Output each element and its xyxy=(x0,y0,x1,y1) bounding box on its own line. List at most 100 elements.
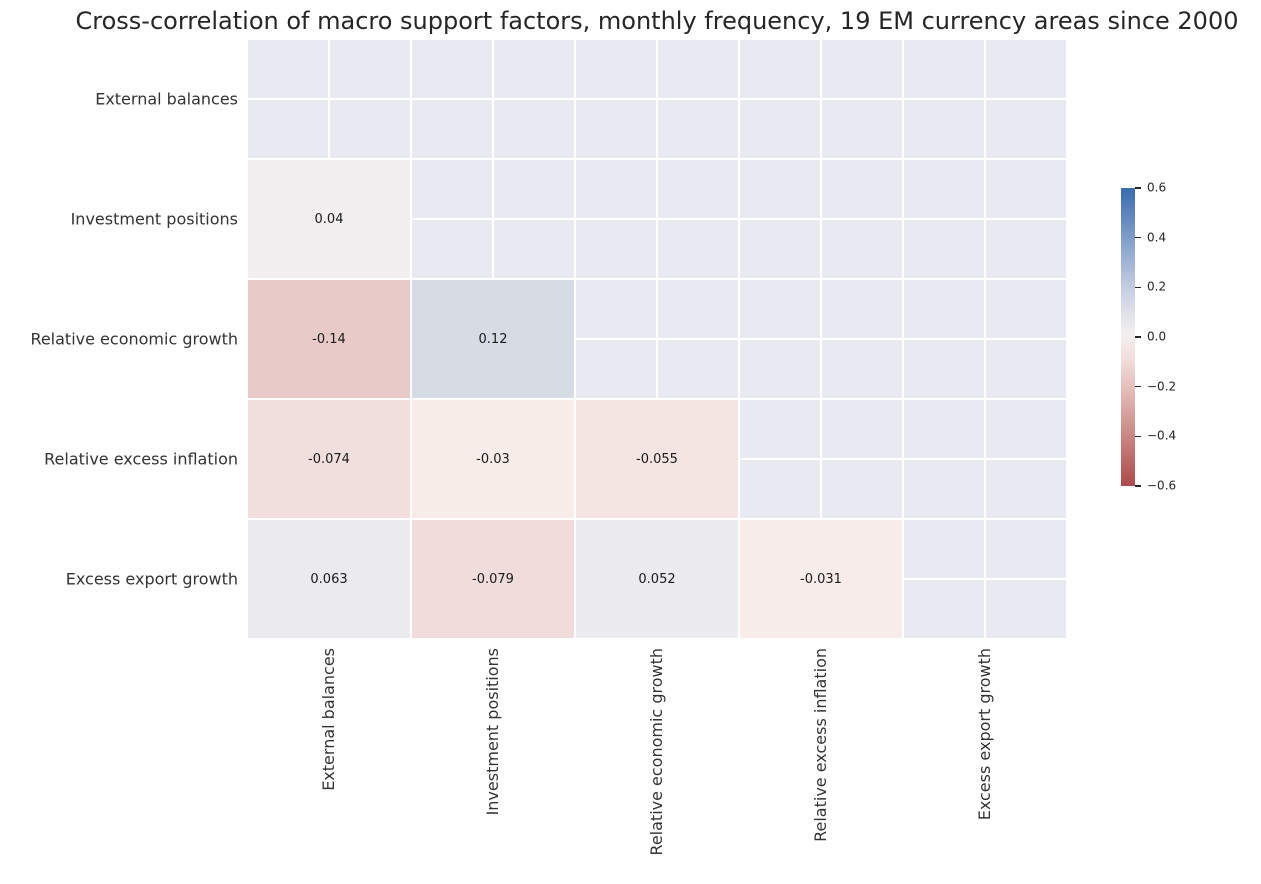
masked-cell-quadrant xyxy=(494,40,574,98)
colorbar-tick-mark xyxy=(1135,435,1141,438)
masked-cell-quadrant xyxy=(822,100,902,158)
masked-cell-quadrant xyxy=(576,220,656,278)
masked-cell-quadrant xyxy=(740,460,820,518)
y-axis-label: Investment positions xyxy=(70,209,238,229)
masked-cell-quadrant xyxy=(576,160,656,218)
y-axis-label: External balances xyxy=(95,89,238,109)
colorbar-tick-label: 0.0 xyxy=(1147,329,1167,344)
colorbar-tick-mark xyxy=(1135,385,1141,388)
chart-title: Cross-correlation of macro support facto… xyxy=(75,7,1239,35)
masked-cell-quadrant xyxy=(494,220,574,278)
colorbar-tick-mark xyxy=(1135,236,1141,239)
masked-cell-quadrant xyxy=(904,400,984,458)
heatmap-cell: 0.04 xyxy=(248,160,410,278)
masked-cell-quadrant xyxy=(986,40,1066,98)
masked-cell-quadrant xyxy=(412,40,492,98)
masked-cell-quadrant xyxy=(658,220,738,278)
heatmap-cell: -0.074 xyxy=(248,400,410,518)
masked-cell-quadrant xyxy=(904,220,984,278)
x-axis-label: Relative economic growth xyxy=(647,648,666,856)
masked-cell-quadrant xyxy=(822,460,902,518)
heatmap-cell: -0.055 xyxy=(576,400,738,518)
colorbar-tick-label: 0.6 xyxy=(1147,180,1167,195)
heatmap-cell: -0.14 xyxy=(248,280,410,398)
masked-cell-quadrant xyxy=(658,40,738,98)
masked-cell-quadrant xyxy=(494,100,574,158)
y-axis: External balances Investment positions Rel… xyxy=(0,0,238,660)
masked-cell-quadrant xyxy=(576,100,656,158)
x-axis-label: Investment positions xyxy=(483,648,502,816)
masked-cell-quadrant xyxy=(822,400,902,458)
masked-cell-quadrant xyxy=(740,100,820,158)
masked-cell-quadrant xyxy=(904,460,984,518)
masked-cell-quadrant xyxy=(740,280,820,338)
masked-cell-quadrant xyxy=(986,520,1066,578)
masked-cell-quadrant xyxy=(740,220,820,278)
heatmap-cell: 0.052 xyxy=(576,520,738,638)
masked-cell-quadrant xyxy=(904,580,984,638)
y-axis-label: Relative excess inflation xyxy=(44,449,238,469)
masked-cell-quadrant xyxy=(740,340,820,398)
masked-cell-quadrant xyxy=(904,340,984,398)
heatmap-cell: -0.031 xyxy=(740,520,902,638)
heatmap-cell: -0.03 xyxy=(412,400,574,518)
colorbar-tick-mark xyxy=(1135,187,1141,189)
masked-cell-quadrant xyxy=(986,340,1066,398)
masked-cell-quadrant xyxy=(576,40,656,98)
masked-cell-quadrant xyxy=(904,280,984,338)
masked-cell-quadrant xyxy=(822,280,902,338)
y-axis-label: Excess export growth xyxy=(65,569,238,589)
masked-cell-quadrant xyxy=(248,100,328,158)
masked-cell-quadrant xyxy=(986,460,1066,518)
masked-cell-quadrant xyxy=(412,100,492,158)
masked-cell-quadrant xyxy=(658,160,738,218)
masked-cell-quadrant xyxy=(330,100,410,158)
heatmap-cell: -0.079 xyxy=(412,520,574,638)
heatmap-cell: 0.063 xyxy=(248,520,410,638)
colorbar-tick-mark xyxy=(1135,485,1141,487)
masked-cell-quadrant xyxy=(494,160,574,218)
colorbar-tick-mark xyxy=(1135,336,1141,338)
colorbar-tick-label: 0.4 xyxy=(1147,230,1167,245)
masked-cell-quadrant xyxy=(822,40,902,98)
x-axis-label: External balances xyxy=(319,648,338,791)
colorbar-gradient xyxy=(1121,188,1135,486)
x-axis-label: Excess export growth xyxy=(975,648,994,821)
masked-cell-quadrant xyxy=(822,340,902,398)
masked-cell-quadrant xyxy=(658,280,738,338)
masked-cell-quadrant xyxy=(904,40,984,98)
heatmap-cell: 0.12 xyxy=(412,280,574,398)
masked-cell-quadrant xyxy=(412,220,492,278)
masked-cell-quadrant xyxy=(822,220,902,278)
masked-cell-quadrant xyxy=(740,160,820,218)
masked-cell-quadrant xyxy=(658,100,738,158)
masked-cell-quadrant xyxy=(986,220,1066,278)
masked-cell-quadrant xyxy=(904,100,984,158)
masked-cell-quadrant xyxy=(576,280,656,338)
colorbar-tick-mark xyxy=(1135,286,1141,289)
masked-cell-quadrant xyxy=(822,160,902,218)
masked-cell-quadrant xyxy=(986,280,1066,338)
colorbar: 0.6 0.4 0.2 0.0 −0.2 −0.4 −0.6 xyxy=(1121,181,1261,493)
masked-cell-quadrant xyxy=(740,40,820,98)
masked-cell-quadrant xyxy=(904,160,984,218)
colorbar-tick-label: 0.2 xyxy=(1147,280,1167,295)
masked-cell-quadrant xyxy=(248,40,328,98)
masked-cell-quadrant xyxy=(986,160,1066,218)
masked-cell-quadrant xyxy=(986,580,1066,638)
colorbar-tick-label: −0.2 xyxy=(1147,379,1177,394)
masked-cell-quadrant xyxy=(412,160,492,218)
colorbar-tick-label: −0.6 xyxy=(1147,478,1177,493)
masked-cell-quadrant xyxy=(658,340,738,398)
colorbar-tick-label: −0.4 xyxy=(1147,429,1177,444)
correlation-heatmap: 0.04 -0.14 0.12 -0.074 -0.03 -0.055 0.063 -0.07… xyxy=(248,40,1066,638)
masked-cell-quadrant xyxy=(740,400,820,458)
x-axis-label: Relative excess inflation xyxy=(811,648,830,842)
masked-cell-quadrant xyxy=(330,40,410,98)
masked-cell-quadrant xyxy=(576,340,656,398)
masked-cell-quadrant xyxy=(904,520,984,578)
masked-cell-quadrant xyxy=(986,400,1066,458)
y-axis-label: Relative economic growth xyxy=(30,329,238,349)
masked-cell-quadrant xyxy=(986,100,1066,158)
